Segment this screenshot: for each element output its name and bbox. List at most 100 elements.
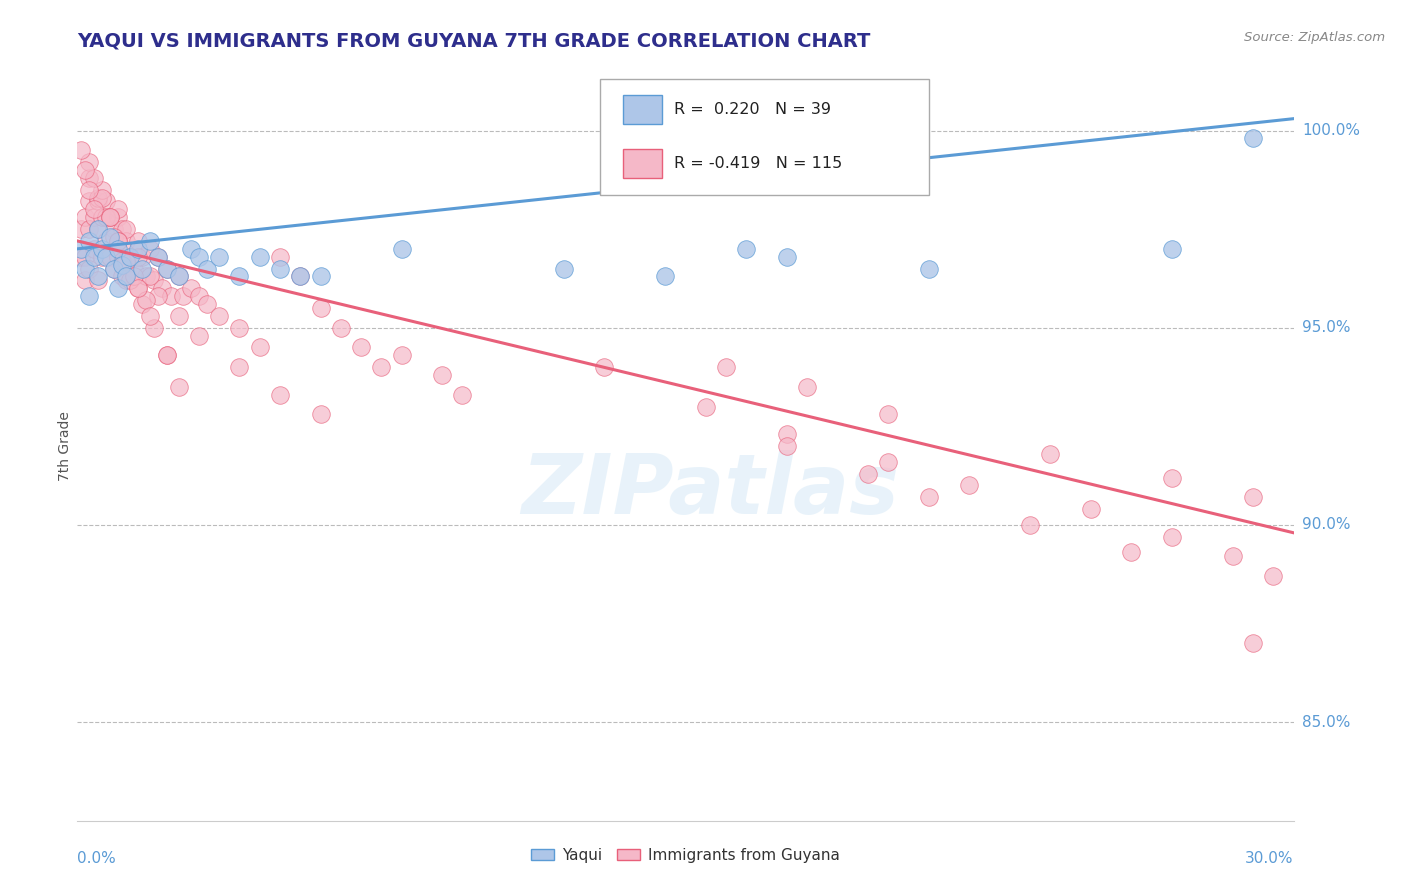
- Point: [86, 222, 108, 236]
- Point: [127, 234, 149, 248]
- Point: [180, 281, 202, 295]
- Point: [139, 242, 162, 256]
- Point: [148, 289, 170, 303]
- Point: [79, 234, 101, 248]
- Point: [111, 222, 134, 236]
- Point: [1241, 636, 1264, 650]
- Point: [155, 348, 177, 362]
- Point: [451, 388, 474, 402]
- Point: [269, 388, 291, 402]
- Point: [167, 269, 190, 284]
- Point: [83, 242, 105, 256]
- Point: [90, 183, 112, 197]
- Point: [249, 340, 271, 354]
- Point: [135, 293, 157, 307]
- Text: 85.0%: 85.0%: [1302, 714, 1350, 730]
- Point: [1222, 549, 1244, 564]
- Point: [127, 250, 149, 264]
- Point: [127, 281, 149, 295]
- Y-axis label: 7th Grade: 7th Grade: [58, 411, 72, 481]
- Point: [143, 273, 166, 287]
- Point: [269, 261, 291, 276]
- Point: [695, 400, 717, 414]
- Point: [103, 261, 125, 276]
- Point: [79, 194, 101, 209]
- Point: [796, 380, 818, 394]
- Point: [139, 309, 162, 323]
- Point: [70, 250, 93, 264]
- Point: [127, 281, 149, 295]
- Point: [877, 408, 900, 422]
- Point: [83, 250, 105, 264]
- Point: [75, 163, 97, 178]
- Point: [776, 427, 799, 442]
- Point: [370, 360, 392, 375]
- Point: [1161, 242, 1184, 256]
- Point: [957, 478, 980, 492]
- Point: [70, 222, 93, 236]
- Point: [309, 301, 332, 315]
- Point: [86, 273, 108, 287]
- Point: [75, 261, 97, 276]
- Point: [103, 230, 125, 244]
- Point: [329, 320, 352, 334]
- Text: R = -0.419   N = 115: R = -0.419 N = 115: [675, 156, 842, 171]
- Text: R =  0.220   N = 39: R = 0.220 N = 39: [675, 102, 831, 117]
- Point: [1019, 517, 1042, 532]
- Point: [86, 190, 108, 204]
- Point: [309, 269, 332, 284]
- Point: [86, 222, 108, 236]
- Point: [94, 234, 117, 248]
- Text: 100.0%: 100.0%: [1302, 123, 1360, 138]
- Point: [1161, 470, 1184, 484]
- Point: [115, 222, 138, 236]
- Point: [654, 269, 676, 284]
- Point: [195, 297, 218, 311]
- Point: [135, 269, 157, 284]
- Point: [79, 183, 101, 197]
- Point: [195, 261, 218, 276]
- Point: [90, 211, 112, 225]
- Point: [118, 250, 141, 264]
- Text: YAQUI VS IMMIGRANTS FROM GUYANA 7TH GRADE CORRELATION CHART: YAQUI VS IMMIGRANTS FROM GUYANA 7TH GRAD…: [77, 31, 870, 50]
- Point: [98, 230, 121, 244]
- Point: [155, 261, 177, 276]
- Point: [79, 261, 101, 276]
- Point: [131, 297, 153, 311]
- Point: [148, 250, 170, 264]
- Point: [208, 309, 231, 323]
- Point: [1241, 131, 1264, 145]
- Point: [167, 309, 190, 323]
- Point: [122, 261, 145, 276]
- Point: [90, 190, 112, 204]
- Point: [735, 242, 758, 256]
- Point: [98, 211, 121, 225]
- Point: [309, 408, 332, 422]
- Point: [94, 194, 117, 209]
- Point: [90, 250, 112, 264]
- Point: [86, 194, 108, 209]
- Bar: [623, 95, 662, 124]
- Point: [131, 250, 153, 264]
- Point: [269, 250, 291, 264]
- Text: 30.0%: 30.0%: [1246, 851, 1294, 866]
- Point: [79, 155, 101, 169]
- Point: [70, 143, 93, 157]
- Point: [107, 234, 129, 248]
- Point: [127, 242, 149, 256]
- Point: [152, 281, 174, 295]
- Point: [107, 211, 129, 225]
- Text: ZIPatlas: ZIPatlas: [520, 450, 898, 532]
- Point: [430, 368, 453, 382]
- Point: [83, 211, 105, 225]
- Point: [188, 250, 211, 264]
- Point: [188, 289, 211, 303]
- Point: [111, 258, 134, 272]
- Point: [83, 170, 105, 185]
- Point: [1263, 569, 1285, 583]
- Point: [94, 211, 117, 225]
- Point: [714, 360, 737, 375]
- Point: [1241, 490, 1264, 504]
- FancyBboxPatch shape: [600, 78, 929, 195]
- Point: [391, 348, 413, 362]
